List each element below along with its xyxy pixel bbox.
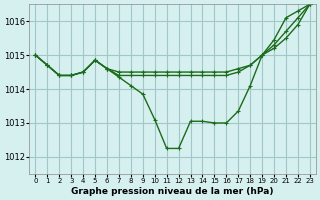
X-axis label: Graphe pression niveau de la mer (hPa): Graphe pression niveau de la mer (hPa) xyxy=(71,187,274,196)
